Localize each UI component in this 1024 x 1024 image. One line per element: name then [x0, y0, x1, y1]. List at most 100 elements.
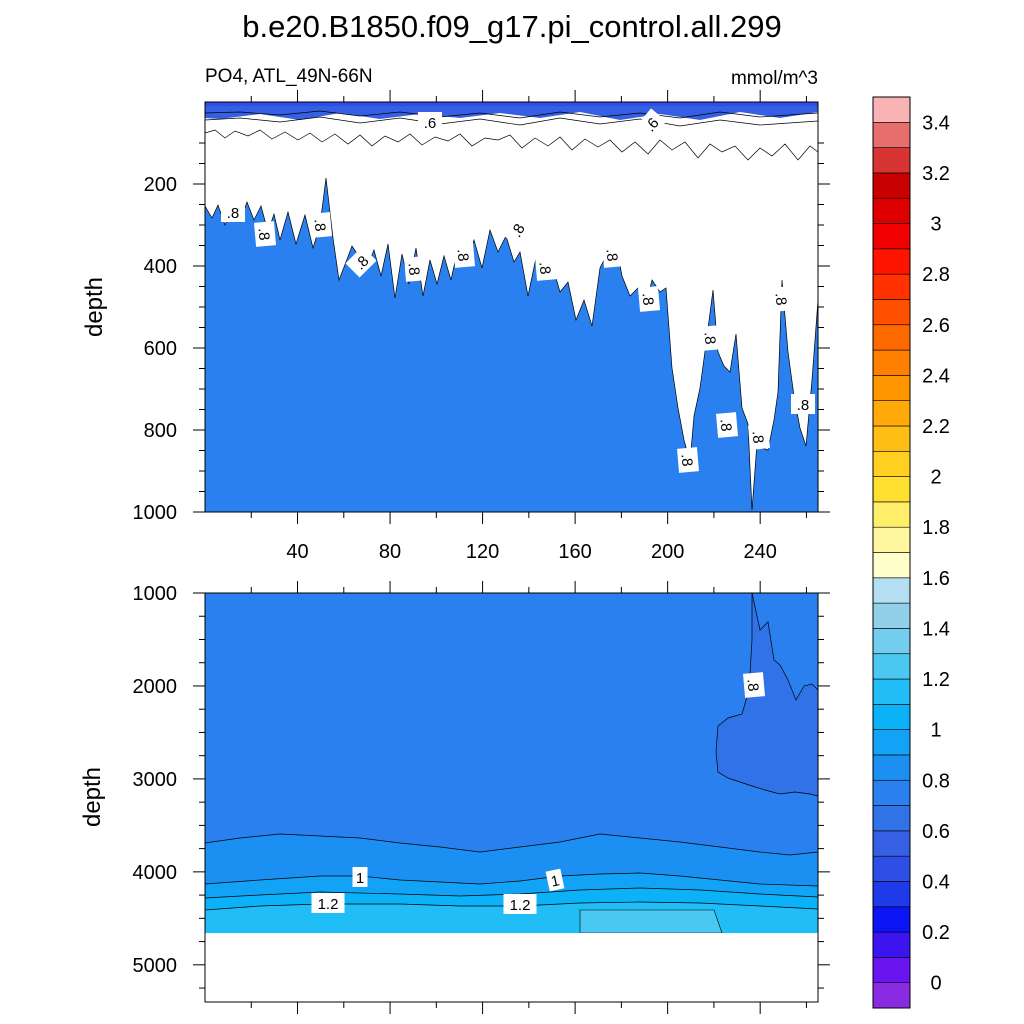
top-contour-labels: .6 .6 .8 .8 .8 .8 .8 .8 .8 .8 .8 .8 .8 .8 .8 .8 .8 .8 — [221, 108, 815, 473]
contour-label-text: .8 — [535, 261, 553, 275]
colorbar-swatch — [872, 299, 911, 326]
contour-label-box — [742, 672, 766, 698]
chart-title: b.e20.B1850.f09_g17.pi_control.all.299 — [242, 9, 782, 44]
contour-label: .8 — [742, 672, 766, 698]
bottom-y-axis-label: depth — [79, 767, 106, 827]
colorbar-swatch — [872, 96, 911, 123]
colorbar-swatch — [872, 501, 911, 528]
bottom-y-tick-label: 5000 — [133, 955, 178, 977]
colorbar-label: 0.4 — [922, 871, 950, 893]
colorbar-label: 1.8 — [922, 517, 950, 539]
contour-label-text: .8 — [638, 292, 656, 306]
colorbar-swatch — [872, 223, 911, 250]
colorbar-frame — [872, 96, 911, 1009]
top-y-tick-label: 1000 — [133, 502, 178, 524]
contour-label-box — [699, 325, 723, 351]
contour-label-text: 1.2 — [318, 896, 339, 913]
contour-label: .8 — [309, 212, 333, 238]
top-panel: .6 .6 .8 .8 .8 .8 .8 .8 .8 .8 .8 .8 .8 .8 .8 .8 .8 .8 200… — [81, 90, 830, 563]
contour-label: .8 — [747, 424, 771, 450]
top-x-tick-label: 240 — [743, 541, 776, 563]
colorbar-swatch — [872, 324, 911, 351]
bottom-plot-frame — [204, 592, 819, 1003]
top-y-tick-labels: 200 400 600 800 1000 — [133, 174, 178, 524]
colorbar-label: 0 — [930, 973, 941, 995]
contour-label-box — [309, 212, 333, 238]
top-contour-0.65 — [204, 116, 819, 127]
colorbar-swatch — [872, 425, 911, 452]
top-contour-0.8 — [204, 177, 819, 511]
contour-label-text: .8 — [310, 218, 328, 232]
top-x-tick-label: 80 — [379, 541, 401, 563]
top-y-tick-label: 800 — [144, 420, 177, 442]
contour-label: 1 — [545, 868, 565, 892]
colorbar-swatch — [872, 754, 911, 781]
colorbar-swatch — [872, 855, 911, 882]
contour-label-box — [452, 242, 476, 268]
colorbar-label: 2.6 — [922, 315, 950, 337]
contour-label-box — [418, 112, 442, 132]
top-y-tick-label: 200 — [144, 174, 177, 196]
contour-label-box — [791, 394, 815, 414]
colorbar-label: 3.2 — [922, 163, 950, 185]
colorbar-swatch — [872, 678, 911, 705]
top-contour-lines — [204, 110, 819, 511]
colorbar-swatch — [872, 552, 911, 579]
colorbar-label: 2.2 — [922, 416, 950, 438]
colorbar-swatch — [872, 602, 911, 629]
colorbar-label: 3.4 — [922, 112, 950, 134]
bottom-panel: .8 1 1 1.2 1.2 1000 2000 3000 4000 5000 depth — [79, 581, 830, 1014]
colorbar-label: 0.6 — [922, 821, 950, 843]
colorbar-swatch — [872, 526, 911, 553]
contour-label: .8 — [221, 202, 245, 222]
contour-label: .8 — [791, 394, 815, 414]
colorbar-label: 1.6 — [922, 568, 950, 590]
contour-label-text: .8 — [254, 227, 272, 241]
contour-label: .8 — [676, 447, 700, 473]
contour-label-text: .8 — [404, 262, 422, 276]
contour-label-box — [345, 246, 377, 278]
colorbar-swatch — [872, 450, 911, 477]
top-x-tick-label: 40 — [286, 541, 308, 563]
contour-label: 1 — [352, 867, 368, 887]
contour-label-box — [311, 893, 345, 913]
top-x-tick-labels: 40 80 120 160 200 240 — [286, 541, 776, 563]
colorbar-swatch — [872, 931, 911, 958]
colorbar-swatch — [872, 653, 911, 680]
contour-label-text: 1 — [549, 872, 561, 890]
top-x-tick-label: 160 — [558, 541, 591, 563]
bottom-contour-1.0 — [204, 872, 819, 887]
colorbar-swatch — [872, 476, 911, 503]
colorbar-label: 2 — [930, 467, 941, 489]
contour-label-box — [503, 894, 537, 914]
contour-label: .8 — [452, 242, 476, 268]
contour-label-box — [221, 202, 245, 222]
variable-region-label: PO4, ATL_49N-66N — [205, 66, 373, 87]
contour-label-text: .8 — [797, 397, 810, 414]
bottom-y-tick-label: 3000 — [133, 769, 178, 791]
colorbar-label: 0.8 — [922, 770, 950, 792]
top-y-tick-label: 400 — [144, 256, 177, 278]
contour-label: .8 — [534, 255, 558, 281]
top-x-tick-label: 200 — [651, 541, 684, 563]
colorbar-label: 1.2 — [922, 669, 950, 691]
contour-label: 1.2 — [311, 893, 345, 913]
contour-label-box — [534, 255, 558, 281]
contour-label-text: 1.2 — [510, 897, 531, 914]
contour-label-box — [715, 412, 739, 438]
contour-label-box — [253, 221, 277, 247]
contour-label-box — [676, 447, 700, 473]
contour-label-box — [637, 286, 661, 312]
colorbar-swatch — [872, 273, 911, 300]
contour-label-text: .8 — [700, 331, 718, 345]
contour-label: .8 — [715, 412, 739, 438]
contour-label: .8 — [253, 221, 277, 247]
contour-label-box — [770, 286, 794, 312]
top-contour-0.6 — [204, 110, 819, 119]
contour-label-text: .8 — [602, 248, 620, 262]
colorbar-swatch — [872, 881, 911, 908]
bottom-axis-ticks — [193, 581, 830, 1014]
bottom-contour-0.8 — [751, 592, 819, 701]
bottom-y-tick-label: 2000 — [133, 676, 178, 698]
